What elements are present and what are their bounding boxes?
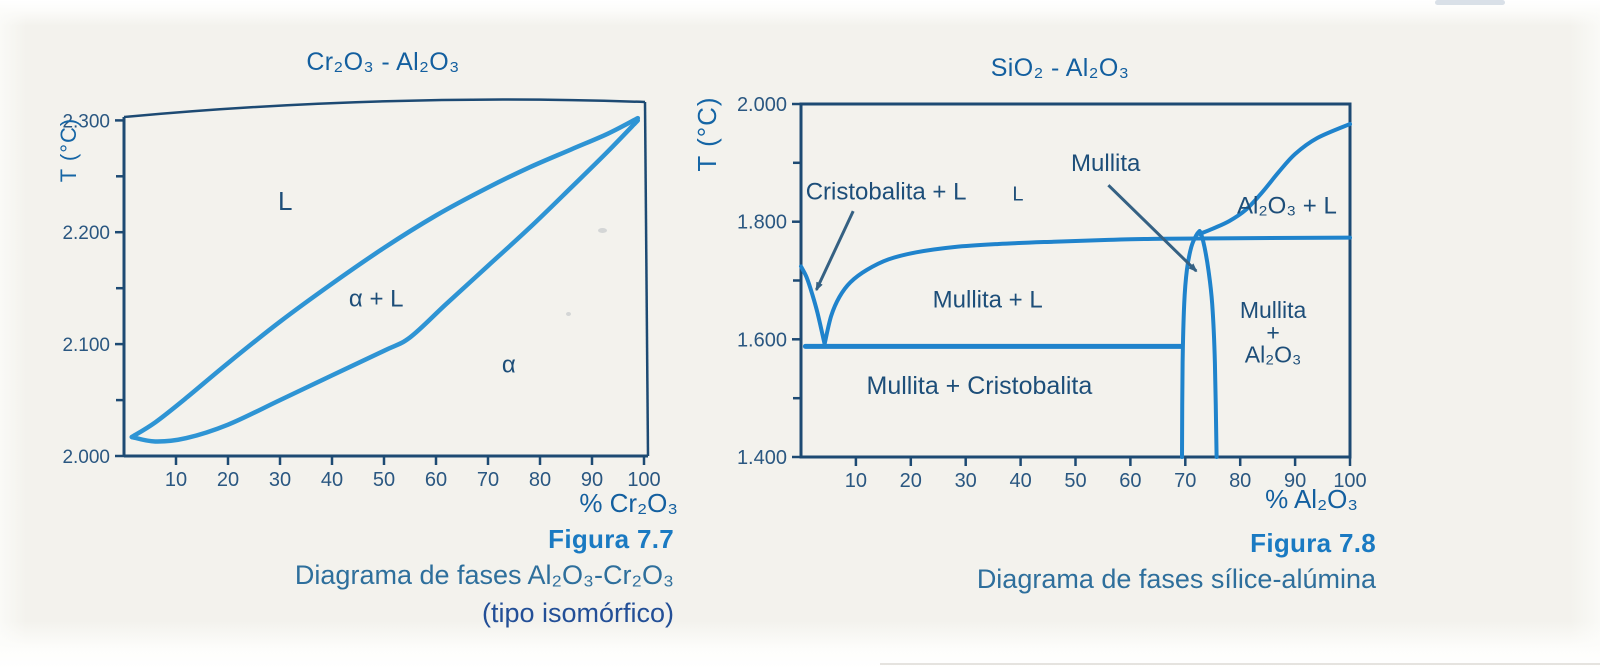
x-tick-label: 30 <box>269 469 291 491</box>
right-frame-line <box>643 101 650 457</box>
region-label-mullita: Mullita <box>1071 150 1141 177</box>
x-tick-label: 70 <box>1174 470 1196 492</box>
region-label-l: L <box>1012 183 1023 205</box>
y-tick-label: 2.300 <box>62 111 110 132</box>
y-tick-label: 1.600 <box>737 329 787 351</box>
page-edge-shadow <box>880 663 1600 665</box>
y-axis-label: T (°C) <box>56 118 81 183</box>
cristobalita-arrow <box>815 210 855 292</box>
x-tick-label: 40 <box>1009 470 1031 492</box>
figure-7-8-x-axis-label: % Al₂O₃ <box>1265 484 1358 514</box>
region-label-mullita: Mullita <box>1240 297 1307 323</box>
x-tick-label: 20 <box>217 469 239 491</box>
x-tick-label: 40 <box>321 469 343 491</box>
figure-7-8-caption-title: Figura 7.8 <box>1250 528 1376 558</box>
x-tick-label: 90 <box>581 469 603 491</box>
x-tick-label: 30 <box>955 470 977 492</box>
x-tick-label: 20 <box>900 470 922 492</box>
figure-7-7-caption-line-2: (tipo isomórfico) <box>481 598 674 628</box>
region-label-al-o: Al₂O₃ <box>1245 342 1302 368</box>
x-tick-label: 80 <box>529 469 551 491</box>
y-tick-label: 2.000 <box>62 447 110 468</box>
figure-7-7-caption-line-1: Diagrama de fases Al₂O₃-Cr₂O₃ <box>294 560 674 590</box>
mullita-liquidus-curve <box>822 235 1352 346</box>
mullita-left-boundary-curve <box>1180 229 1202 459</box>
figure-7-7-title: Cr₂O₃ - Al₂O₃ <box>306 48 460 76</box>
x-tick-label: 90 <box>1284 470 1306 492</box>
figure-7-7-caption: Figura 7.7 Diagrama de fases Al₂O₃-Cr₂O₃… <box>180 522 674 632</box>
region-label-al-o-l: Al₂O₃ + L <box>1237 193 1337 220</box>
figure-7-8-plot: 10 20 30 40 50 60 70 80 90 100 1.400 1.600 1.800 2.00… <box>692 94 1367 492</box>
y-tick-label: 2.200 <box>62 223 110 244</box>
x-tick-label: 50 <box>1064 470 1086 492</box>
figure-7-7-x-axis-label: % Cr₂O₃ <box>579 488 678 518</box>
scan-smudge <box>598 228 607 233</box>
x-tick-label: 10 <box>845 470 867 492</box>
x-tick-label: 60 <box>1119 470 1141 492</box>
scan-corner-mark <box>1435 0 1505 5</box>
scan-smudge <box>566 312 571 316</box>
figure-7-8-caption-line-1: Diagrama de fases sílice-alúmina <box>976 564 1376 594</box>
x-tick-label: 50 <box>373 469 395 491</box>
figure-7-7-plot: 10 20 30 40 50 60 70 80 90 100 2.000 2.100 2.200 2.30… <box>56 98 661 491</box>
region-label-label: α <box>502 352 516 379</box>
cristobalita-liquidus-curve <box>799 264 827 346</box>
figure-7-8-caption: Figura 7.8 Diagrama de fases sílice-alúm… <box>900 526 1376 598</box>
y-tick-label: 2.100 <box>62 335 110 356</box>
region-label-l: L <box>278 186 292 216</box>
y-tick-label: 2.000 <box>737 94 787 116</box>
figure-7-7-caption-title: Figura 7.7 <box>548 524 674 554</box>
y-tick-label: 1.800 <box>737 212 787 234</box>
y-axis-label: T (°C) <box>692 96 722 171</box>
mullita-arrow <box>1107 184 1198 273</box>
x-tick-label: 70 <box>477 469 499 491</box>
region-label-label: + <box>1266 319 1279 345</box>
region-label-mullita-l: Mullita + L <box>933 287 1043 314</box>
region-label-cristobalita-l: Cristobalita + L <box>806 179 967 206</box>
liquidus-curve <box>129 115 641 440</box>
al2o3-liquidus-curve <box>1197 122 1352 236</box>
x-tick-label: 60 <box>425 469 447 491</box>
x-tick-label: 10 <box>165 469 187 491</box>
solidus-curve <box>129 118 641 444</box>
x-tick-label: 80 <box>1229 470 1251 492</box>
region-label-l: α + L <box>349 286 404 313</box>
mullita-right-boundary-curve <box>1197 229 1219 459</box>
x-tick-label: 100 <box>1333 470 1366 492</box>
figure-7-8-title: SiO₂ - Al₂O₃ <box>990 54 1130 82</box>
region-label-mullita-cristobalita: Mullita + Cristobalita <box>867 372 1093 400</box>
x-tick-label: 100 <box>627 469 660 491</box>
y-tick-label: 1.400 <box>737 447 787 469</box>
top-frame-line <box>123 98 646 119</box>
